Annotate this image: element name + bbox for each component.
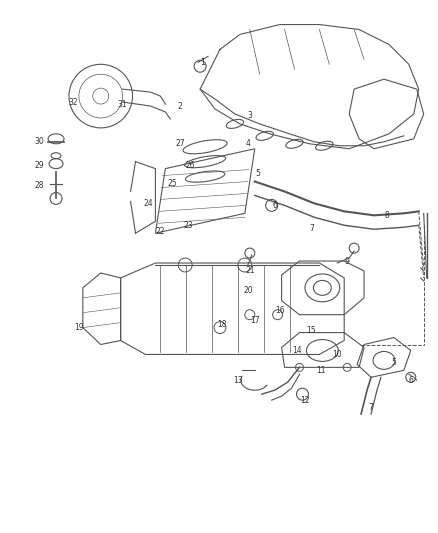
Text: 17: 17 — [250, 316, 260, 325]
Text: 26: 26 — [185, 161, 195, 170]
Text: 14: 14 — [293, 346, 302, 355]
Text: 32: 32 — [68, 98, 78, 107]
Text: 16: 16 — [275, 306, 284, 315]
Text: 23: 23 — [184, 221, 193, 230]
Text: 18: 18 — [217, 320, 227, 329]
Text: 1: 1 — [200, 58, 205, 67]
Text: 6: 6 — [272, 201, 277, 210]
Text: 9: 9 — [345, 256, 350, 265]
Text: 27: 27 — [176, 139, 185, 148]
Text: 11: 11 — [317, 366, 326, 375]
Text: 22: 22 — [155, 227, 165, 236]
Text: 31: 31 — [118, 100, 127, 109]
Text: 15: 15 — [307, 326, 316, 335]
Text: 29: 29 — [34, 161, 44, 170]
Text: 3: 3 — [247, 111, 252, 120]
Text: 2: 2 — [178, 101, 183, 110]
Text: 24: 24 — [144, 199, 153, 208]
Text: 7: 7 — [369, 402, 374, 411]
Text: 6: 6 — [408, 376, 413, 385]
Text: 19: 19 — [74, 323, 84, 332]
Text: 25: 25 — [167, 179, 177, 188]
Text: 10: 10 — [332, 350, 342, 359]
Text: 13: 13 — [233, 376, 243, 385]
Text: 8: 8 — [385, 211, 389, 220]
Text: 5: 5 — [392, 358, 396, 367]
Text: 5: 5 — [255, 169, 260, 178]
Text: 20: 20 — [243, 286, 253, 295]
Text: 21: 21 — [245, 266, 254, 276]
Text: 12: 12 — [300, 395, 309, 405]
Text: 30: 30 — [34, 138, 44, 146]
Text: 4: 4 — [245, 139, 250, 148]
Text: 28: 28 — [35, 181, 44, 190]
Text: 7: 7 — [309, 224, 314, 233]
